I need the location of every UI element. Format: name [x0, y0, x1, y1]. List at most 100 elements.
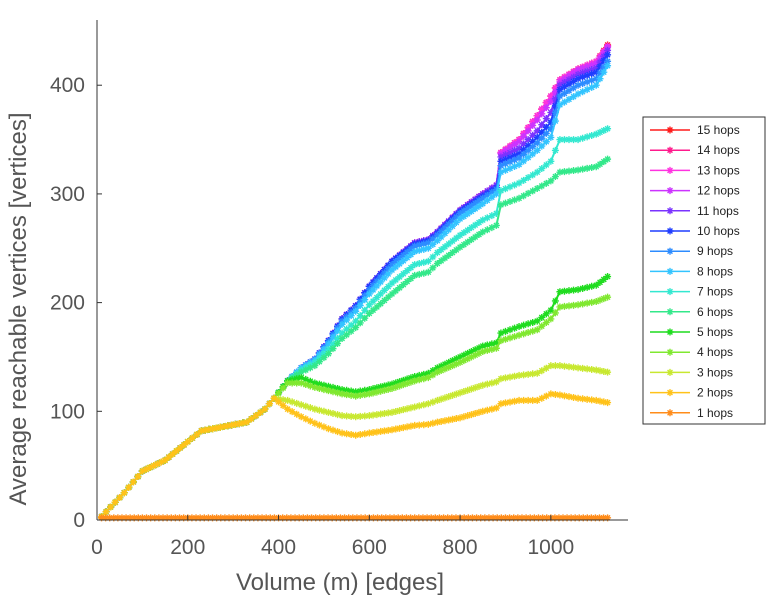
legend-marker [666, 227, 674, 235]
x-tick-label: 400 [261, 536, 296, 559]
data-point-glyph [129, 478, 137, 486]
data-point-glyph [320, 345, 328, 353]
data-point [392, 263, 400, 271]
legend-marker-glyph [666, 187, 674, 195]
data-point-glyph [520, 371, 528, 379]
data-point [492, 209, 500, 217]
legend-marker-glyph [666, 348, 674, 356]
data-point [233, 514, 241, 522]
data-point-glyph [201, 426, 209, 434]
data-point [570, 136, 578, 144]
data-point [538, 367, 546, 375]
data-point [515, 144, 523, 152]
data-point [570, 84, 578, 92]
legend-entry: 6 hops [650, 305, 733, 319]
data-point [431, 514, 439, 522]
data-point [297, 368, 305, 376]
data-point [542, 364, 550, 372]
data-point [320, 350, 328, 358]
data-point [429, 367, 437, 375]
legend-label: 11 hops [697, 204, 739, 218]
legend-label: 9 hops [697, 244, 733, 258]
data-point-glyph [147, 514, 155, 522]
data-point-glyph [556, 136, 564, 144]
data-point-glyph [254, 514, 262, 522]
data-point-glyph [399, 424, 407, 432]
data-point [520, 132, 528, 140]
data-point [542, 392, 550, 400]
data-point-glyph [399, 381, 407, 389]
data-point-glyph [533, 369, 541, 377]
data-point-glyph [575, 514, 583, 522]
data-point-glyph [311, 362, 319, 370]
data-point [380, 269, 388, 277]
data-point [488, 379, 496, 387]
data-point [356, 430, 364, 438]
data-point [567, 514, 575, 522]
data-point-glyph [288, 398, 296, 406]
data-point-glyph [352, 431, 360, 439]
data-point-glyph [369, 389, 377, 397]
data-point-glyph [445, 251, 453, 259]
data-point [365, 412, 373, 420]
data-point-glyph [452, 219, 460, 227]
data-point [518, 514, 526, 522]
data-point [407, 251, 415, 259]
data-point-glyph [334, 384, 342, 392]
legend-entry: 10 hops [650, 224, 740, 238]
data-point [129, 478, 137, 486]
data-point [560, 83, 568, 91]
data-point-glyph [501, 166, 509, 174]
data-point-glyph [475, 349, 483, 357]
data-point [534, 514, 542, 522]
data-point-glyph [533, 146, 541, 154]
data-point [570, 73, 578, 81]
data-point-glyph [538, 182, 546, 190]
data-point-glyph [308, 514, 316, 522]
data-point-glyph [460, 388, 468, 396]
data-point [520, 146, 528, 154]
data-point [353, 514, 361, 522]
data-point [529, 396, 537, 404]
data-point [524, 136, 532, 144]
data-point [303, 514, 311, 522]
data-point-glyph [529, 150, 537, 158]
data-point-glyph [530, 514, 538, 522]
data-point [538, 182, 546, 190]
data-point-glyph [122, 514, 130, 522]
x-tick-label: 800 [443, 536, 478, 559]
data-point-glyph [384, 385, 392, 393]
data-point-glyph [369, 411, 377, 419]
data-point [506, 398, 514, 406]
data-point-glyph [347, 391, 355, 399]
data-point [247, 415, 255, 423]
data-point-glyph [200, 514, 208, 522]
data-point [433, 418, 441, 426]
data-point-glyph [570, 301, 578, 309]
data-point [489, 514, 497, 522]
data-point-glyph [460, 207, 468, 215]
data-point-glyph [403, 379, 411, 387]
data-point-glyph [213, 514, 221, 522]
data-point [460, 357, 468, 365]
data-point [392, 276, 400, 284]
legend-marker-glyph [666, 328, 674, 336]
data-point [356, 391, 364, 399]
data-point [565, 80, 573, 88]
data-point-glyph [520, 157, 528, 165]
data-point-glyph [315, 358, 323, 366]
data-point [324, 514, 332, 522]
data-point-glyph [243, 418, 251, 426]
data-point-glyph [403, 375, 411, 383]
data-point [399, 251, 407, 259]
data-point-glyph [506, 183, 514, 191]
data-point [538, 128, 546, 136]
data-point-glyph [369, 514, 377, 522]
data-point-glyph [475, 382, 483, 390]
data-point-glyph [365, 390, 373, 398]
data-point-glyph [172, 447, 180, 455]
data-point-glyph [261, 405, 269, 413]
data-point-glyph [506, 326, 514, 334]
legend-marker [666, 267, 674, 275]
data-point [588, 365, 596, 373]
